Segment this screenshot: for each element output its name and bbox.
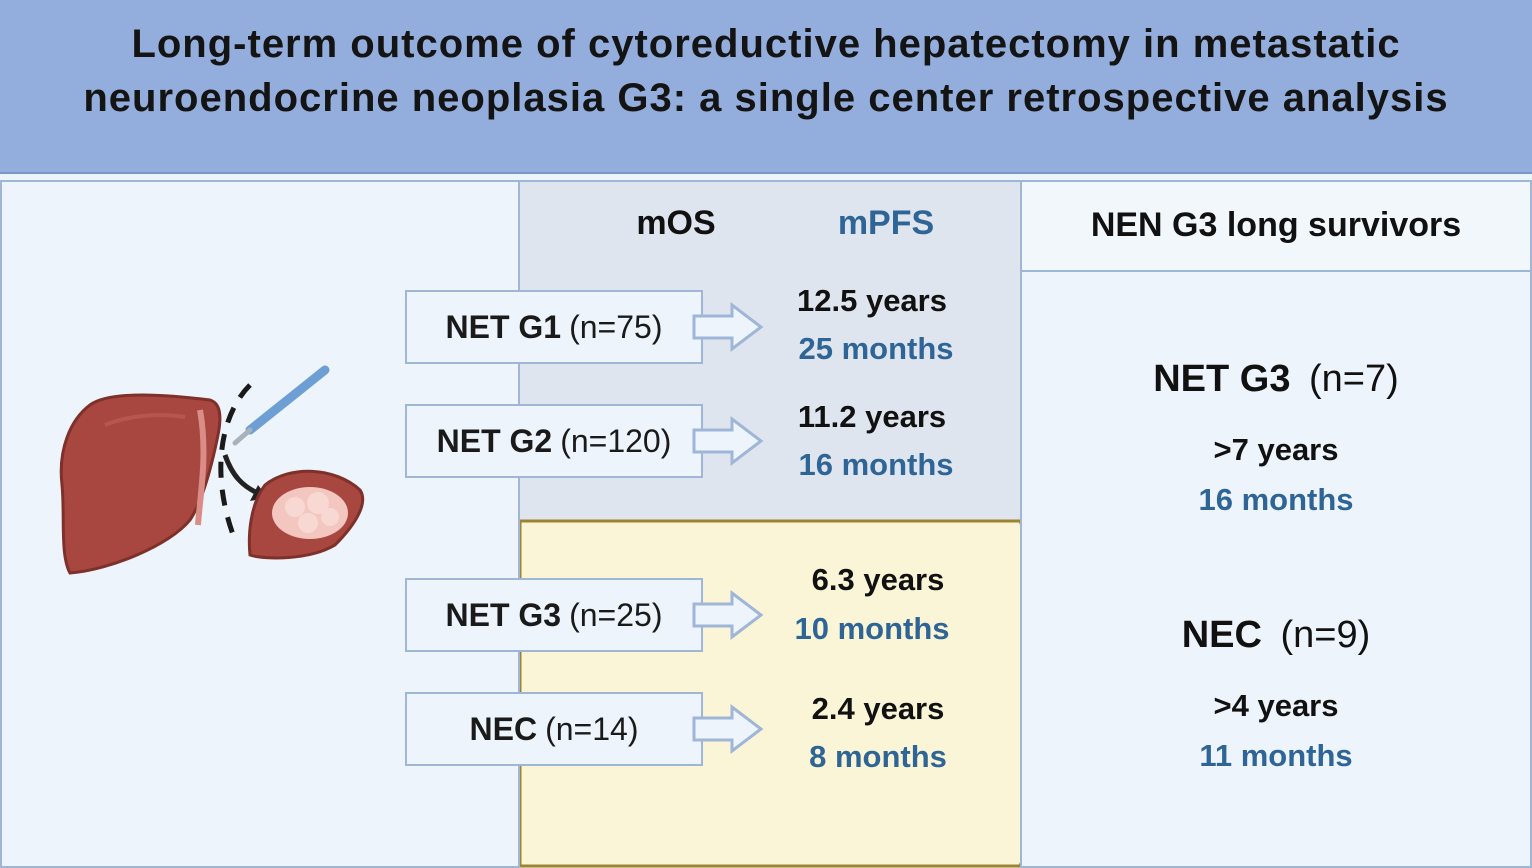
mpfs-header: mPFS [837,204,935,242]
arrow-icon [692,590,764,640]
group-name: NET G3 [445,596,562,633]
scalpel-icon [232,365,330,446]
group-n: (n=25) [569,596,663,633]
long-survivor-nec-pfs: 11 months [1199,738,1353,773]
group-name: NET G1 [445,308,562,345]
long-survivors-title: NEN G3 long survivors [1090,206,1462,244]
arrow-icon [692,416,764,466]
liver-resection-illustration [59,365,365,575]
title-line-2: neuroendocrine neoplasia G3: a single ce… [83,76,1449,120]
net-g1-mpfs: 25 months [798,331,954,366]
long-survivor-net-g3-os: >7 years [1213,432,1339,467]
title-banner: Long-term outcome of cytoreductive hepat… [0,0,1532,174]
arrow-icon [692,302,764,352]
group-name: NET G2 [436,422,553,459]
long-survivors-panel [1020,180,1532,868]
arrow-icon [692,704,764,754]
divider [518,180,520,868]
survivor-n: (n=9) [1280,614,1371,656]
liver-icon [59,393,222,575]
group-n: (n=120) [560,422,672,459]
group-n: (n=14) [545,710,639,747]
long-survivor-nec-os: >4 years [1213,688,1339,723]
long-survivor-net-g3-pfs: 16 months [1198,482,1354,517]
group-box-net-g2: NET G2 (n=120) [405,404,703,478]
nec-mpfs: 8 months [809,739,947,774]
net-g2-mos: 11.2 years [797,399,947,434]
survivor-n: (n=7) [1309,358,1399,400]
long-survivors-header: NEN G3 long survivors [1020,180,1532,272]
survivor-name: NET G3 [1153,358,1291,400]
title-line-1: Long-term outcome of cytoreductive hepat… [131,22,1401,66]
net-g3-mpfs: 10 months [794,611,950,646]
net-g1-mos: 12.5 years [797,283,947,318]
nec-mos: 2.4 years [811,691,945,726]
long-survivor-net-g3: NET G3 (n=7) [1020,358,1532,401]
mos-header: mOS [636,204,716,242]
group-box-net-g3: NET G3 (n=25) [405,578,703,652]
long-survivor-nec: NEC (n=9) [1020,614,1532,657]
group-box-nec: NEC (n=14) [405,692,703,766]
group-box-net-g1: NET G1 (n=75) [405,290,703,364]
net-g2-mpfs: 16 months [798,447,954,482]
net-g3-mos: 6.3 years [811,562,945,597]
group-name: NEC [469,710,538,747]
group-n: (n=75) [569,308,663,345]
resected-tumor-icon [247,469,365,560]
survivor-name: NEC [1181,614,1262,656]
